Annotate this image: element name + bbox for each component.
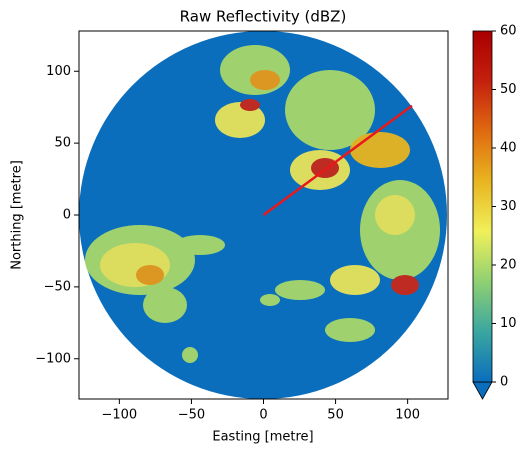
colorbar-extend <box>472 381 493 400</box>
cross-section-line <box>262 104 413 217</box>
x-axis-label: Easting [metre] <box>212 430 313 445</box>
x-tick-label: 0 <box>259 408 267 423</box>
y-axis-label: Northing [metre] <box>10 160 25 270</box>
colorbar-tick-label: 40 <box>500 141 517 156</box>
colorbar-tick-label: 20 <box>500 258 517 273</box>
y-tick-label: 0 <box>63 208 71 223</box>
colorbar-tick-label: 60 <box>500 24 517 39</box>
colorbar-tick-label: 50 <box>500 82 517 97</box>
colorbar-tick-label: 30 <box>500 199 517 214</box>
x-tick-label: −100 <box>102 408 138 423</box>
y-tick-label: −100 <box>35 351 71 366</box>
y-tick-label: −50 <box>44 279 71 294</box>
x-tick-label: 50 <box>327 408 344 423</box>
y-tick-label: 50 <box>54 136 71 151</box>
colorbar-tick-label: 10 <box>500 316 517 331</box>
x-tick-label: −50 <box>178 408 205 423</box>
chart-title: Raw Reflectivity (dBZ) <box>180 8 347 26</box>
colorbar <box>472 30 493 383</box>
colorbar-tick-label: 0 <box>500 375 508 390</box>
x-tick-label: 100 <box>395 408 420 423</box>
radar-field <box>79 31 447 399</box>
y-tick-label: 100 <box>46 64 71 79</box>
